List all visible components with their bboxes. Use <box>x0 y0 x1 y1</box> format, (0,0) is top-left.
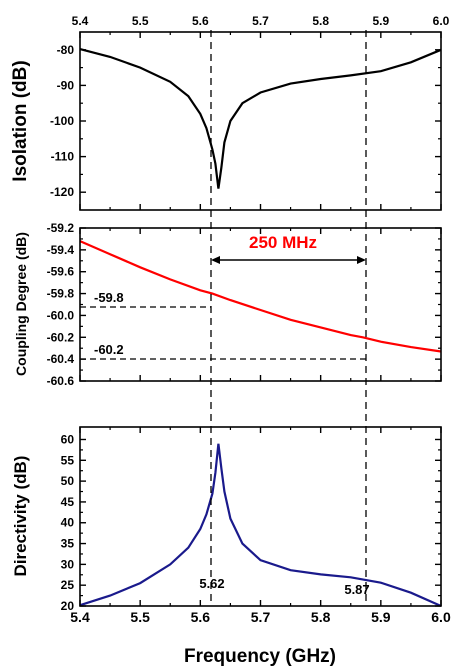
x-tick-label: 5.4 <box>72 14 89 28</box>
y-tick-label: -59.2 <box>47 221 75 235</box>
arrowhead-left <box>211 256 220 264</box>
directivity-y-label: Directivity (dB) <box>11 456 30 577</box>
x-tick-label: 5.6 <box>192 14 209 28</box>
y-tick-label: -60.4 <box>47 352 75 366</box>
directivity-y-tick-labels: 20 25 30 35 40 45 50 55 60 <box>61 432 75 613</box>
y-tick-label: 60 <box>61 432 75 446</box>
isolation-panel: 5.4 5.5 5.6 5.7 5.8 5.9 6.0 -80 -90 -100 -110 -120… <box>10 14 450 211</box>
y-tick-label: -60.2 <box>47 330 75 344</box>
y-tick-label: 25 <box>61 578 75 592</box>
y-tick-label: -60.0 <box>47 308 75 322</box>
directivity-curve <box>79 443 442 608</box>
y-tick-label: -59.6 <box>47 265 75 279</box>
x-tick-label: 5.7 <box>251 609 271 625</box>
y-tick-label: 45 <box>61 495 75 509</box>
y-tick-label: -110 <box>51 150 75 164</box>
y-tick-label: -59.8 <box>47 287 75 301</box>
directivity-ticks <box>79 427 442 607</box>
arrowhead-right <box>357 256 366 264</box>
y-tick-label: 50 <box>61 474 75 488</box>
coupling-curve <box>79 240 442 353</box>
x-tick-label: 6.0 <box>431 609 451 625</box>
bottom-x-tick-labels: 5.4 5.5 5.6 5.7 5.8 5.9 6.0 <box>70 609 451 625</box>
bandwidth-label: 250 MHz <box>249 233 317 252</box>
x-tick-label: 5.9 <box>372 14 389 28</box>
isolation-frame <box>79 31 442 211</box>
coupling-y-label: Coupling Degree (dB) <box>13 232 29 376</box>
isolation-curve <box>79 48 442 189</box>
y-tick-label: 20 <box>61 599 75 613</box>
level-60-2-label: -60.2 <box>94 342 124 357</box>
y-tick-label: -100 <box>50 114 74 128</box>
x-tick-label: 6.0 <box>433 14 450 28</box>
x-tick-label: 5.9 <box>371 609 391 625</box>
y-tick-label: -59.4 <box>47 243 75 257</box>
isolation-ticks <box>79 32 442 210</box>
level-59-8-label: -59.8 <box>94 290 124 305</box>
directivity-panel: 5.62 5.87 5.4 5.5 5.6 5.7 5.8 5.9 6.0 20 25 30 35… <box>11 426 451 625</box>
top-x-tick-labels: 5.4 5.5 5.6 5.7 5.8 5.9 6.0 <box>72 14 450 28</box>
x-tick-label: 5.8 <box>312 14 329 28</box>
coupling-panel: 250 MHz -59.8 -60.2 -59.2 -59.4 -59.6 -59.8… <box>13 221 442 388</box>
y-tick-label: 35 <box>61 537 75 551</box>
x-axis-title: Frequency (GHz) <box>184 646 336 667</box>
x-tick-label: 5.5 <box>132 14 149 28</box>
y-tick-label: 40 <box>61 516 75 530</box>
y-tick-label: 55 <box>61 453 75 467</box>
y-tick-label: -120 <box>50 185 74 199</box>
coupling-y-tick-labels: -59.2 -59.4 -59.6 -59.8 -60.0 -60.2 -60.4 -60.6 <box>47 221 75 388</box>
x-tick-label: 5.5 <box>130 609 150 625</box>
directivity-frame <box>79 426 442 607</box>
isolation-y-tick-labels: -80 -90 -100 -110 -120 <box>50 43 74 199</box>
f2-label: 5.87 <box>344 582 369 597</box>
x-tick-label: 5.7 <box>252 14 269 28</box>
x-tick-label: 5.8 <box>311 609 331 625</box>
x-tick-label: 5.4 <box>70 609 90 625</box>
x-tick-label: 5.6 <box>191 609 211 625</box>
y-tick-label: -90 <box>57 78 75 92</box>
y-tick-label: 30 <box>61 557 75 571</box>
coupling-frame <box>79 227 442 382</box>
f1-label-bg <box>202 576 222 590</box>
y-tick-label: -80 <box>57 43 75 57</box>
f1-label: 5.62 <box>199 576 224 591</box>
isolation-y-label: Isolation (dB) <box>10 60 31 181</box>
y-tick-label: -60.6 <box>47 374 75 388</box>
f2-label-bg <box>344 582 370 596</box>
